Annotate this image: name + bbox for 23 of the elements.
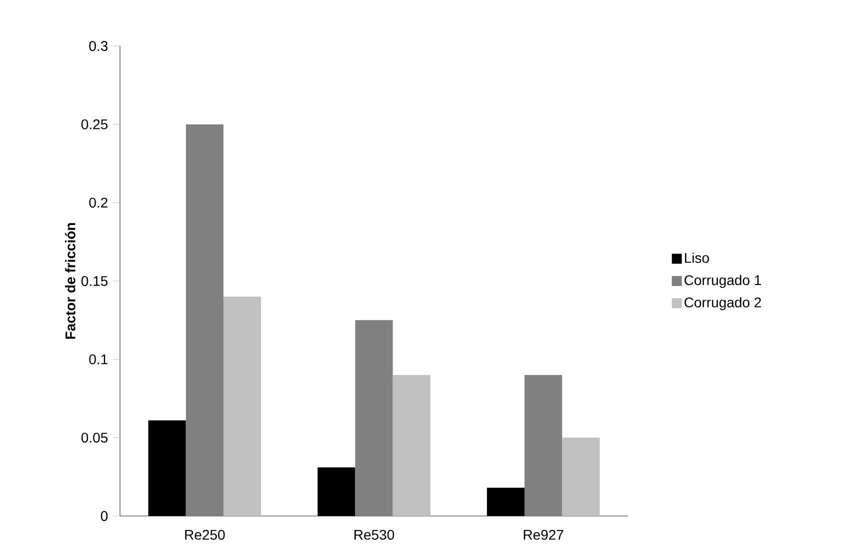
y-tick-label: 0.15 [81,276,108,286]
bar [355,320,393,516]
y-tick-label: 0.25 [81,119,108,130]
legend-label: Corrugado 2 [684,297,761,310]
legend-label: Liso [684,252,709,263]
y-axis-title: Factor de fricción [64,223,76,339]
bar [562,438,600,516]
bar [318,467,356,516]
y-tick-label: 0.2 [89,198,108,208]
bar [148,420,186,516]
bar [186,124,224,516]
bar [392,375,430,516]
x-tick-label: Re530 [354,530,394,540]
x-tick-label: Re927 [524,530,564,540]
x-tick-label: Re250 [185,530,225,540]
y-tick-label: 0 [100,511,108,521]
legend-label: Corrugado 1 [684,274,761,288]
bar [223,296,262,516]
y-tick-label: 0.05 [81,432,108,443]
bar [486,488,525,516]
y-tick-label: 0.3 [89,41,108,51]
y-tick-label: 0.1 [89,354,108,364]
bar [524,375,562,516]
